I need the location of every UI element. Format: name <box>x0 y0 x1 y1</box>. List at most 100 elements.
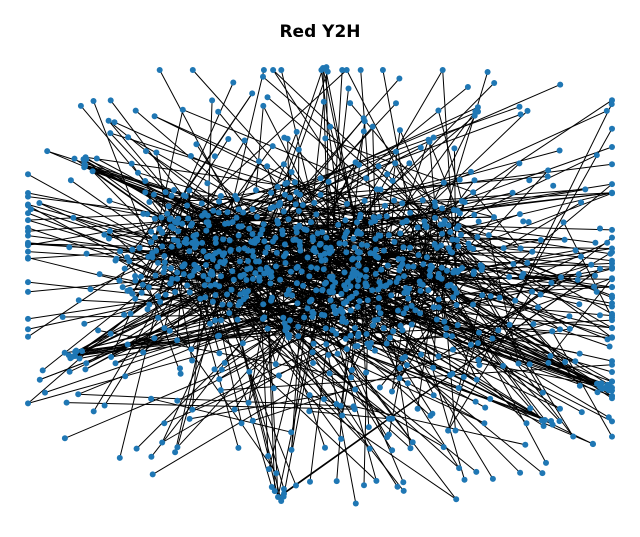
graph-node <box>216 283 223 290</box>
graph-node <box>470 245 477 252</box>
graph-node <box>70 214 77 221</box>
graph-node <box>184 282 191 289</box>
graph-node <box>522 441 529 448</box>
graph-node <box>269 143 276 150</box>
graph-node <box>148 239 154 246</box>
graph-node <box>438 264 445 271</box>
graph-node <box>333 401 340 407</box>
graph-node <box>415 252 422 258</box>
graph-node <box>203 219 210 226</box>
graph-node <box>81 163 88 170</box>
graph-edge <box>27 186 279 404</box>
graph-node <box>320 266 327 273</box>
graph-node <box>467 341 474 348</box>
graph-node <box>606 381 613 388</box>
graph-edge <box>230 250 609 391</box>
graph-node <box>200 273 207 279</box>
graph-node <box>520 218 527 225</box>
graph-node <box>380 247 387 254</box>
graph-edge <box>309 394 355 410</box>
graph-node <box>609 161 615 168</box>
graph-node <box>400 487 407 494</box>
graph-node <box>273 470 280 477</box>
graph-node <box>185 215 192 222</box>
graph-node <box>495 327 502 334</box>
graph-node <box>107 97 114 104</box>
graph-node <box>345 85 352 92</box>
graph-node <box>500 362 507 369</box>
graph-node <box>354 303 361 310</box>
graph-node <box>138 289 145 296</box>
graph-node <box>432 203 439 210</box>
graph-node <box>343 346 350 353</box>
graph-edge <box>109 230 377 482</box>
graph-node <box>576 382 583 389</box>
graph-node <box>148 395 155 402</box>
graph-node <box>202 294 209 301</box>
graph-node <box>184 202 191 209</box>
graph-node <box>148 228 155 235</box>
graph-node <box>292 179 298 186</box>
graph-edge <box>363 343 368 486</box>
graph-node <box>475 340 481 346</box>
graph-node <box>229 219 236 225</box>
graph-edge <box>252 315 570 422</box>
graph-node <box>67 177 74 184</box>
graph-node <box>226 237 233 244</box>
graph-node <box>451 145 458 152</box>
graph-node <box>326 370 333 377</box>
graph-node <box>236 258 243 265</box>
graph-node <box>402 353 409 360</box>
graph-node <box>517 469 524 476</box>
graph-node <box>517 245 524 252</box>
graph-node <box>146 199 153 205</box>
graph-node <box>423 224 430 231</box>
graph-node <box>216 376 223 383</box>
graph-node <box>288 446 295 453</box>
graph-node <box>235 206 242 213</box>
graph-node <box>608 101 615 108</box>
graph-node <box>280 486 287 492</box>
graph-node <box>189 406 196 413</box>
graph-node <box>270 385 277 392</box>
graph-edge <box>182 109 521 249</box>
graph-node <box>25 288 31 295</box>
graph-node <box>321 312 328 319</box>
graph-edge <box>64 320 343 439</box>
graph-node <box>441 318 448 325</box>
graph-node <box>179 106 186 113</box>
graph-node <box>271 488 278 495</box>
graph-node <box>371 347 378 354</box>
graph-node <box>235 246 242 253</box>
graph-node <box>386 334 393 341</box>
graph-node <box>152 272 159 279</box>
graph-node <box>453 302 460 308</box>
graph-node <box>609 245 615 252</box>
graph-edge <box>401 263 465 480</box>
graph-node <box>449 249 456 256</box>
graph-node <box>474 104 481 111</box>
graph-edge <box>447 291 533 431</box>
graph-node <box>609 226 615 233</box>
graph-node <box>397 230 404 237</box>
graph-node <box>384 434 391 441</box>
graph-edge <box>325 343 393 451</box>
graph-node <box>249 231 256 237</box>
graph-node <box>367 250 374 257</box>
graph-node <box>194 264 201 271</box>
graph-edge <box>442 69 458 293</box>
graph-node <box>140 349 147 356</box>
graph-node <box>297 191 303 198</box>
graph-node <box>350 255 357 262</box>
graph-node <box>361 197 368 204</box>
graph-edge <box>309 275 606 389</box>
graph-node <box>273 263 279 270</box>
graph-node <box>609 284 615 291</box>
graph-node <box>235 232 242 239</box>
graph-node <box>399 219 406 226</box>
graph-node <box>435 274 442 281</box>
graph-node <box>417 310 424 317</box>
graph-node <box>342 335 349 342</box>
graph-node <box>409 439 416 446</box>
graph-node <box>365 424 372 431</box>
